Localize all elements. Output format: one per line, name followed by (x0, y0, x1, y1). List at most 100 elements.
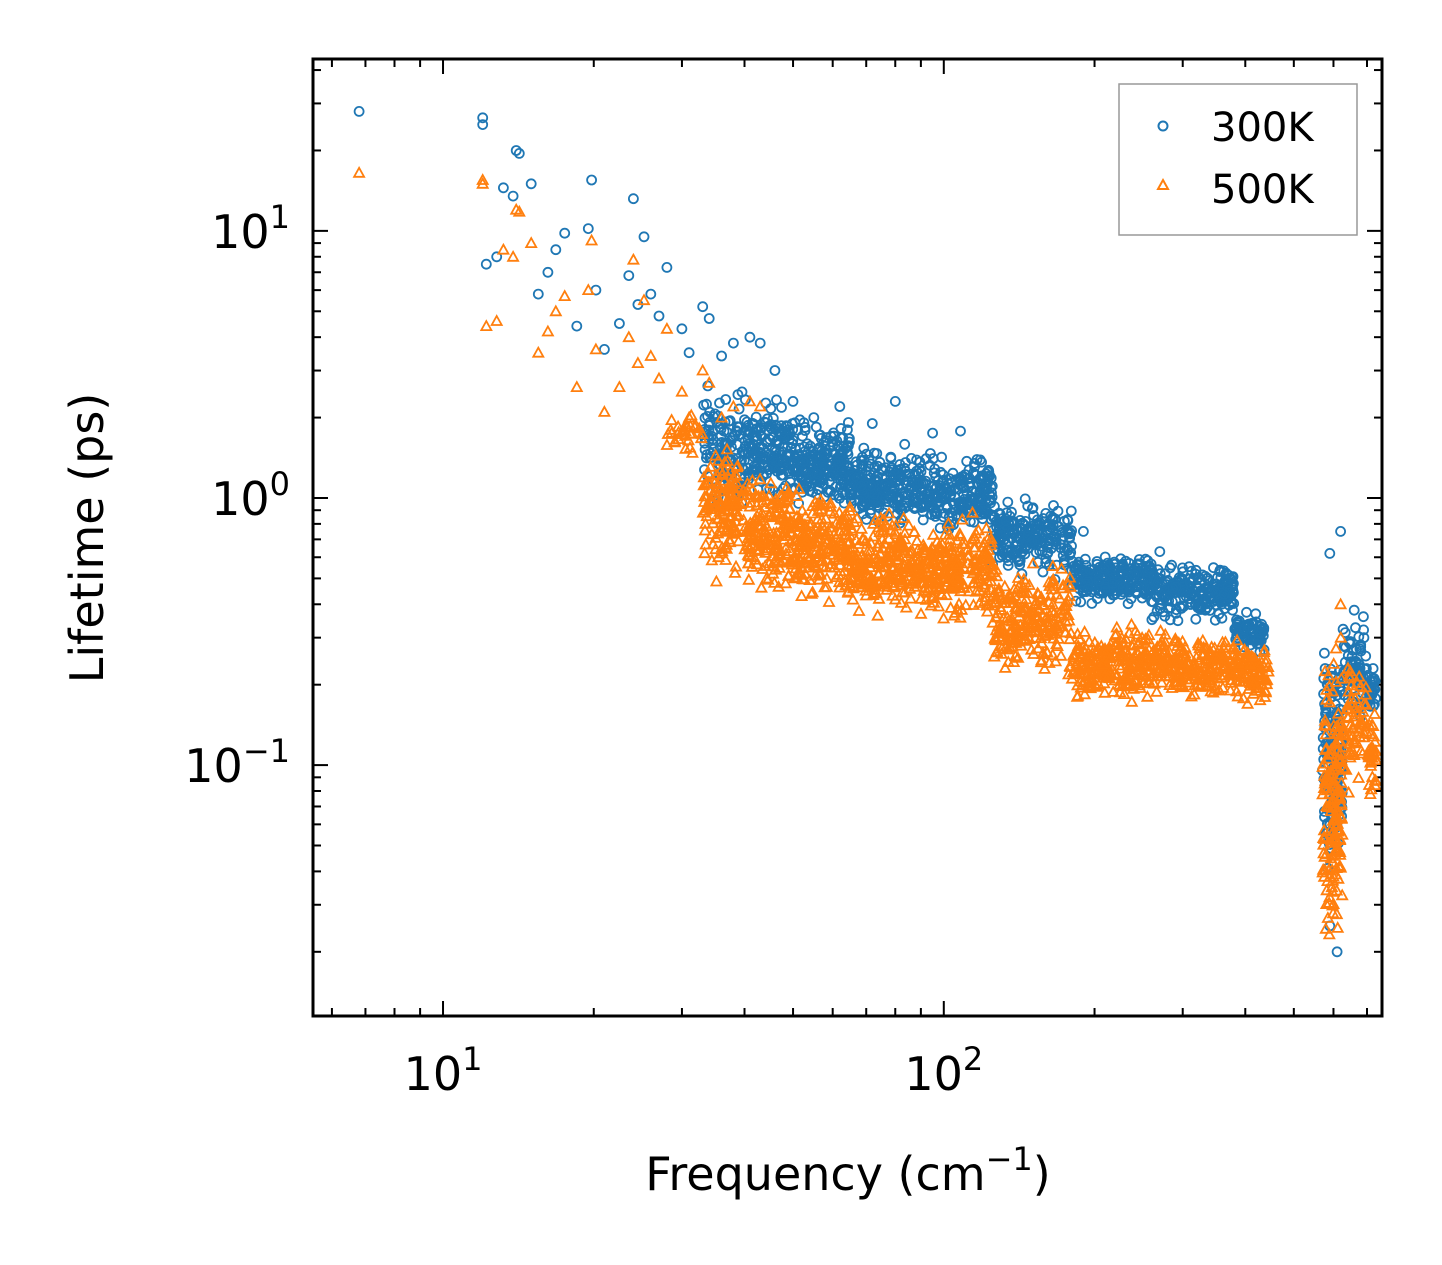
point-300k (1108, 556, 1120, 568)
point-500k (980, 604, 994, 617)
point-500k (955, 603, 969, 615)
point-300k (801, 438, 813, 450)
point-500k (780, 487, 794, 500)
data-points (352, 106, 1382, 958)
point-300k (803, 443, 815, 455)
point-300k (1056, 524, 1067, 536)
point-500k (902, 546, 916, 558)
point-500k (754, 580, 768, 593)
point-500k (720, 522, 734, 535)
point-500k (1003, 589, 1018, 602)
point-500k (1076, 677, 1090, 690)
point-500k (1050, 639, 1064, 651)
point-500k (1325, 880, 1339, 893)
point-300k (1041, 548, 1053, 559)
point-300k (789, 451, 801, 463)
point-500k (1343, 664, 1357, 677)
point-300k (507, 190, 519, 202)
point-500k (1345, 721, 1359, 734)
point-300k (513, 147, 525, 159)
point-500k (1322, 927, 1336, 940)
point-500k (1238, 642, 1252, 655)
point-300k (645, 288, 657, 300)
point-500k (914, 606, 928, 619)
point-300k (1065, 505, 1077, 517)
point-500k (1319, 921, 1333, 934)
point-500k (1316, 787, 1330, 800)
point-300k (819, 468, 830, 480)
point-500k (1197, 646, 1211, 659)
point-500k (868, 513, 882, 525)
point-300k (1032, 535, 1043, 546)
point-500k (798, 509, 813, 522)
point-500k (709, 574, 723, 587)
point-500k (1045, 623, 1059, 636)
point-500k (1135, 631, 1149, 643)
point-500k (969, 584, 983, 597)
point-500k (1334, 671, 1348, 684)
point-500k (742, 572, 756, 585)
point-500k (726, 399, 740, 412)
point-500k (805, 555, 820, 567)
point-300k (701, 398, 712, 410)
point-500k (963, 562, 977, 575)
point-500k (698, 523, 712, 536)
point-300k (1016, 523, 1027, 534)
point-300k (741, 424, 753, 436)
point-500k (818, 580, 832, 593)
point-300k (977, 513, 988, 525)
point-500k (1336, 761, 1350, 773)
point-300k (1348, 604, 1360, 616)
point-500k (992, 581, 1006, 594)
point-300k (1184, 576, 1196, 588)
point-300k (1086, 598, 1098, 609)
point-300k (871, 470, 883, 482)
point-500k (1343, 695, 1357, 708)
point-300k (638, 231, 650, 243)
point-500k (1023, 619, 1037, 631)
point-500k (829, 570, 843, 582)
point-500k (631, 356, 645, 369)
point-300k (851, 459, 863, 471)
point-500k (699, 537, 713, 550)
point-500k (929, 568, 943, 581)
point-300k (586, 174, 597, 186)
point-300k (885, 451, 897, 463)
point-300k (1058, 530, 1070, 542)
point-500k (741, 484, 755, 497)
y-tick-labels: 101 100 10−1 (184, 198, 290, 793)
point-300k (744, 331, 756, 343)
point-500k (850, 547, 864, 560)
point-300k (944, 473, 955, 485)
point-500k (1022, 578, 1036, 590)
point-500k (736, 495, 751, 508)
point-500k (1175, 634, 1190, 647)
point-500k (1128, 624, 1143, 636)
point-500k (1209, 681, 1223, 694)
point-300k (849, 479, 861, 491)
point-500k (739, 519, 753, 532)
point-300k (793, 497, 804, 509)
point-500k (993, 600, 1007, 612)
point-300k (1148, 611, 1160, 623)
point-300k (1331, 946, 1343, 958)
point-300k (789, 417, 801, 429)
point-300k (1319, 647, 1330, 659)
point-300k (1006, 544, 1018, 556)
point-500k (1150, 684, 1164, 697)
point-500k (749, 487, 763, 500)
point-500k (1327, 780, 1341, 792)
point-500k (770, 495, 785, 508)
point-500k (805, 506, 820, 519)
point-500k (1241, 696, 1255, 709)
point-300k (716, 350, 727, 362)
point-500k (675, 424, 689, 437)
point-500k (903, 582, 917, 594)
point-500k (846, 540, 860, 553)
point-300k (954, 496, 966, 508)
point-500k (1365, 718, 1379, 730)
point-300k (491, 251, 503, 263)
point-500k (696, 363, 710, 376)
point-500k (680, 420, 694, 433)
point-300k (1075, 596, 1087, 608)
